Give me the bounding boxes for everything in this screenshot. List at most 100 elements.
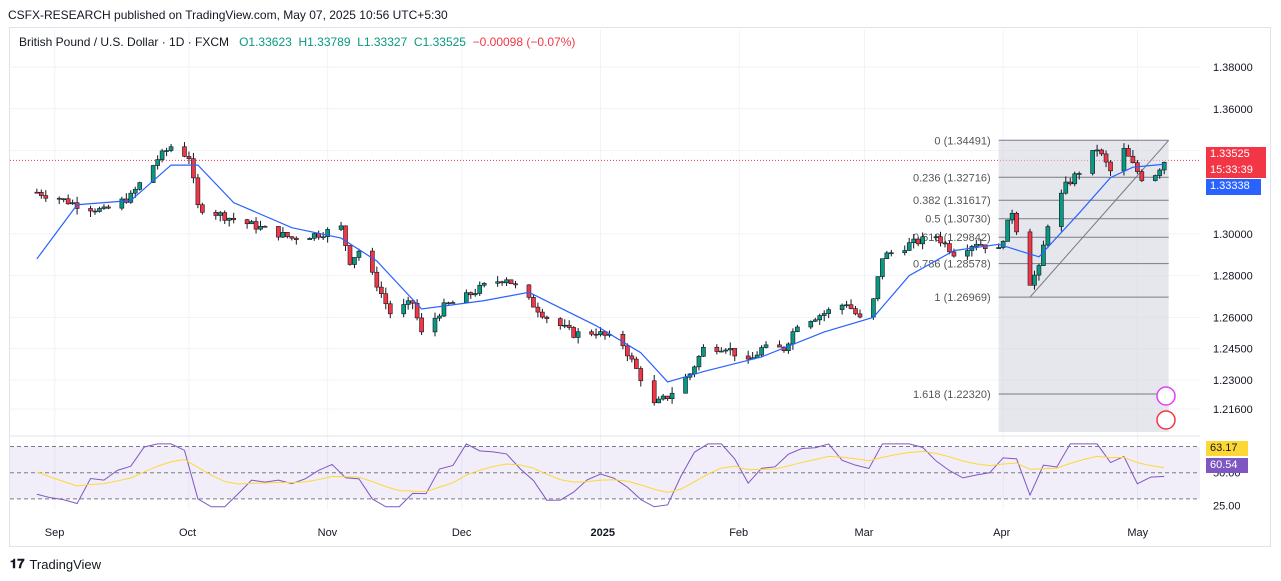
candle (262, 225, 268, 228)
candle-body (499, 281, 505, 284)
candle-body (249, 221, 254, 225)
candle (437, 313, 442, 322)
candle-body (880, 258, 885, 277)
candle (347, 245, 353, 266)
candle-body (625, 345, 630, 357)
candle (1094, 144, 1100, 157)
candle (43, 190, 49, 202)
fib-level-label: 0.382 (1.31617) (913, 195, 991, 207)
time-tick-label: Feb (729, 527, 748, 539)
candle-body (106, 206, 111, 209)
candle-body (450, 302, 456, 304)
candle-body (906, 242, 912, 251)
candle (450, 300, 456, 304)
candle (687, 372, 693, 381)
candle (1139, 169, 1145, 183)
candle (969, 244, 975, 257)
candle (280, 227, 286, 239)
moving-average-line (36, 163, 1165, 383)
candle (499, 280, 505, 286)
candle (634, 356, 639, 370)
candle (933, 234, 939, 242)
candle (745, 350, 751, 364)
candle-body (253, 221, 259, 230)
candle (1014, 211, 1019, 235)
candle (665, 395, 670, 401)
candle-body (844, 304, 849, 307)
candle-body (61, 198, 66, 201)
candle (387, 300, 393, 319)
time-tick-label: Oct (179, 527, 196, 539)
candle-body (186, 156, 192, 159)
candle-body (419, 317, 424, 333)
candle (374, 266, 380, 292)
tradingview-logo-icon: 𝟏𝟕 (10, 556, 25, 571)
candle (1072, 171, 1078, 187)
fib-level-label: 1 (1.26969) (934, 292, 990, 304)
candle-body (1063, 181, 1069, 194)
candle-body (352, 257, 357, 265)
symbol-name: British Pound / U.S. Dollar · 1D · FXCM (19, 35, 230, 49)
candle (1005, 219, 1010, 242)
candle (101, 204, 107, 210)
candle (464, 289, 469, 303)
candle (938, 231, 943, 247)
candle (1041, 240, 1046, 266)
candle (727, 342, 733, 356)
candle (419, 313, 424, 336)
candle (535, 302, 541, 318)
candle (839, 303, 845, 315)
candle (902, 245, 908, 256)
candle (669, 387, 675, 404)
candle-body (200, 204, 205, 213)
candle (226, 217, 232, 227)
candle-body (182, 146, 187, 157)
candle-body (446, 302, 451, 305)
candle (352, 257, 357, 269)
candle-body (1103, 153, 1109, 163)
candle-body (938, 236, 943, 244)
candle-body (821, 313, 827, 316)
candle-body (222, 212, 228, 221)
candle (857, 309, 863, 319)
candle (379, 281, 384, 298)
candle (750, 352, 755, 360)
countdown-badge: 15:33:39 (1206, 163, 1266, 178)
candle-body (1157, 169, 1163, 176)
candle-body (1099, 149, 1104, 155)
candle (629, 352, 635, 363)
fibonacci-retracement: 0 (1.34491) 0.236 (1.32716) 0.382 (1.31617… (913, 135, 1170, 432)
candle (656, 396, 661, 404)
candle-body (155, 159, 160, 166)
candle (39, 189, 44, 199)
candle-body (387, 303, 393, 315)
candle (1152, 174, 1158, 182)
candle (714, 344, 720, 355)
candle-body (942, 242, 948, 245)
candle (294, 236, 299, 245)
candle (320, 232, 326, 240)
candle (155, 155, 160, 170)
candle-body (996, 247, 1001, 249)
candle (343, 225, 348, 252)
candle-body (571, 327, 576, 338)
candle-body (1152, 175, 1158, 181)
candle-body (1009, 212, 1015, 221)
candle-body (660, 395, 666, 400)
candle (311, 233, 317, 241)
candle (732, 348, 738, 362)
candle-body (871, 298, 876, 318)
us-flag-event-icon (1156, 410, 1176, 430)
moving-average (36, 163, 1165, 383)
candle (978, 239, 984, 246)
candle-body (1000, 241, 1006, 248)
candle (1027, 228, 1033, 286)
candle (777, 340, 782, 348)
candle-body (101, 206, 107, 209)
candle (61, 198, 66, 203)
candle (566, 320, 572, 331)
candle (844, 300, 849, 308)
candle-body (401, 304, 406, 315)
candle (195, 173, 201, 209)
